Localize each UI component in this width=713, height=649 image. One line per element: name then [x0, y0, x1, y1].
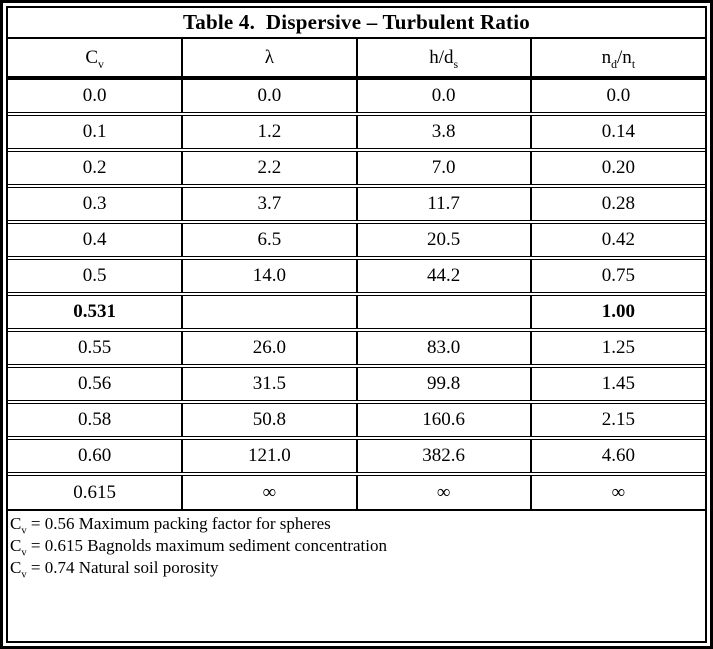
- cell-hds: [356, 292, 532, 330]
- cell-ndnt: 2.15: [530, 400, 705, 438]
- cell-ndnt: 1.00: [530, 292, 705, 330]
- cell-ndnt: 1.45: [530, 364, 705, 402]
- cell-ndnt: 4.60: [530, 436, 705, 474]
- footnote-text: = 0.56 Maximum packing factor for sphere…: [26, 514, 331, 533]
- footnote-cv-sub: v: [21, 569, 27, 581]
- footnotes-section: Cv = 0.56 Maximum packing factor for sph…: [8, 511, 705, 641]
- table-row: 0.2 2.2 7.0 0.20: [8, 148, 705, 186]
- cell-cv: 0.1: [8, 112, 184, 150]
- cell-cv: 0.615: [8, 472, 184, 511]
- footnote-text: = 0.74 Natural soil porosity: [26, 558, 219, 577]
- cell-lambda: 26.0: [182, 328, 358, 366]
- cell-lambda: 0.0: [182, 78, 358, 114]
- cell-hds: 11.7: [356, 184, 532, 222]
- cell-hds: 160.6: [356, 400, 532, 438]
- cell-hds: 99.8: [356, 364, 532, 402]
- footnote-cv-base: C: [10, 514, 22, 533]
- cell-cv: 0.4: [8, 220, 184, 258]
- cell-hds: 44.2: [356, 256, 532, 294]
- cell-cv: 0.531: [8, 292, 184, 330]
- cell-ndnt: 0.14: [530, 112, 705, 150]
- col-header-hds-base: h/d: [429, 46, 454, 68]
- cell-ndnt-infinity: ∞: [530, 472, 705, 511]
- col-header-lambda-base: λ: [264, 46, 274, 68]
- cell-ndnt: 0.28: [530, 184, 705, 222]
- footnote-cv-base: C: [10, 536, 22, 555]
- col-header-cv-base: C: [85, 46, 99, 68]
- footnote-cv-base: C: [10, 558, 22, 577]
- table-row: 0.60 121.0 382.6 4.60: [8, 436, 705, 474]
- cell-cv: 0.56: [8, 364, 184, 402]
- cell-lambda: 6.5: [182, 220, 358, 258]
- col-header-ndnt-sub2: t: [631, 57, 636, 71]
- cell-ndnt: 0.42: [530, 220, 705, 258]
- table-row: 0.3 3.7 11.7 0.28: [8, 184, 705, 222]
- col-header-ndnt-sub: d: [611, 57, 618, 71]
- col-header-hds-sub: s: [453, 57, 459, 71]
- cell-ndnt: 0.75: [530, 256, 705, 294]
- cell-hds: 20.5: [356, 220, 532, 258]
- title-row: Table 4. Dispersive – Turbulent Ratio: [8, 8, 705, 39]
- col-header-cv-sub: v: [98, 57, 104, 71]
- table-row: 0.1 1.2 3.8 0.14: [8, 112, 705, 150]
- col-header-ndnt: nd/nt: [530, 38, 705, 80]
- col-header-hds: h/ds: [356, 38, 532, 80]
- cell-ndnt: 1.25: [530, 328, 705, 366]
- cell-lambda: 14.0: [182, 256, 358, 294]
- cell-cv: 0.2: [8, 148, 184, 186]
- cell-ndnt: 0.20: [530, 148, 705, 186]
- table-title: Table 4. Dispersive – Turbulent Ratio: [8, 8, 705, 39]
- footnote-packing-factor: Cv = 0.56 Maximum packing factor for sph…: [10, 513, 705, 537]
- table-row: 0.4 6.5 20.5 0.42: [8, 220, 705, 258]
- cell-cv: 0.3: [8, 184, 184, 222]
- cell-lambda: 121.0: [182, 436, 358, 474]
- dispersive-turbulent-table: Table 4. Dispersive – Turbulent Ratio Cv…: [8, 8, 705, 511]
- cell-lambda-infinity: ∞: [182, 472, 358, 511]
- col-header-cv: Cv: [8, 38, 184, 80]
- cell-hds: 382.6: [356, 436, 532, 474]
- col-header-lambda: λ: [182, 38, 358, 80]
- cell-cv: 0.5: [8, 256, 184, 294]
- cell-ndnt: 0.0: [606, 85, 631, 106]
- col-header-ndnt-base2: /n: [617, 46, 632, 68]
- cell-hds: 0.0: [356, 78, 532, 114]
- footnote-cv-sub: v: [21, 525, 27, 537]
- table-row: 0.0 0.0 0.0 0.0: [8, 78, 705, 114]
- footnote-cv-sub: v: [21, 547, 27, 559]
- cell-lambda: [182, 292, 358, 330]
- footnote-text: = 0.615 Bagnolds maximum sediment concen…: [26, 536, 387, 555]
- footnote-soil-porosity: Cv = 0.74 Natural soil porosity: [10, 557, 705, 581]
- table-row: 0.56 31.5 99.8 1.45: [8, 364, 705, 402]
- cell-hds: 7.0: [356, 148, 532, 186]
- cell-lambda: 31.5: [182, 364, 358, 402]
- cell-lambda: 3.7: [182, 184, 358, 222]
- cell-lambda: 2.2: [182, 148, 358, 186]
- cell-cv: 0.58: [8, 400, 184, 438]
- cell-lambda: 1.2: [182, 112, 358, 150]
- cell-cv: 0.55: [8, 328, 184, 366]
- cell-hds: 83.0: [356, 328, 532, 366]
- table-row-infinity: 0.615 ∞ ∞ ∞: [8, 472, 705, 511]
- cell-lambda: 50.8: [182, 400, 358, 438]
- table-row: 0.58 50.8 160.6 2.15: [8, 400, 705, 438]
- cell-cv: 0.0: [8, 78, 184, 114]
- column-header-row: Cv λ h/ds nd/nt: [8, 38, 705, 80]
- table-row: 0.55 26.0 83.0 1.25: [8, 328, 705, 366]
- cell-hds-infinity: ∞: [356, 472, 532, 511]
- table-row-critical: 0.531 1.00: [8, 292, 705, 330]
- cell-hds: 3.8: [356, 112, 532, 150]
- table-row: 0.5 14.0 44.2 0.75: [8, 256, 705, 294]
- cell-cv: 0.60: [8, 436, 184, 474]
- col-header-ndnt-base: n: [601, 46, 612, 68]
- table-inner-frame: Table 4. Dispersive – Turbulent Ratio Cv…: [6, 6, 707, 643]
- footnote-bagnolds: Cv = 0.615 Bagnolds maximum sediment con…: [10, 535, 705, 559]
